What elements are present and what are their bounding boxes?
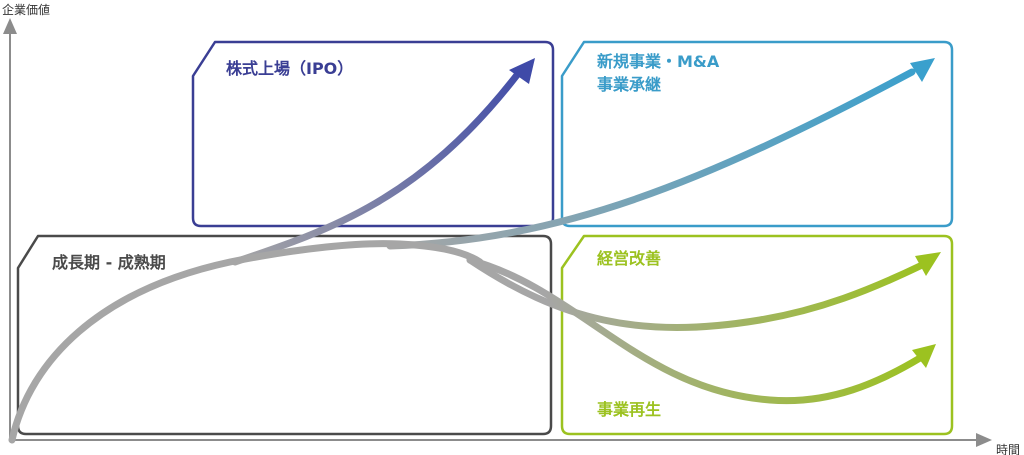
- x-axis-label: 時間: [996, 443, 1020, 455]
- box-new-business-label-line1: 新規事業・M&A: [597, 52, 720, 71]
- curve-management: [466, 256, 924, 331]
- curve-new-business: [386, 68, 916, 250]
- box-management-frame: [560, 234, 954, 436]
- growth-curves: [8, 68, 924, 444]
- curve-ipo: [231, 71, 521, 266]
- box-management-label: 経営改善: [597, 249, 661, 268]
- arrow-revitalization-icon: [912, 344, 936, 368]
- box-growth-label: 成長期 - 成熟期: [52, 253, 166, 272]
- arrow-new-business-icon: [910, 58, 935, 82]
- box-growth-frame: [16, 234, 553, 436]
- box-ipo-label: 株式上場（IPO）: [226, 59, 353, 78]
- box-management-revitalization: 経営改善 事業再生: [560, 234, 954, 436]
- curve-revitalization: [466, 256, 924, 405]
- y-axis-arrow-icon: [3, 18, 17, 34]
- box-growth: 成長期 - 成熟期: [16, 234, 553, 436]
- curve-base: [8, 240, 484, 444]
- box-ipo: 株式上場（IPO）: [191, 40, 555, 228]
- arrowheads: [509, 58, 941, 368]
- x-axis-arrow-icon: [976, 433, 992, 447]
- box-new-business: 新規事業・M&A 事業承継: [560, 40, 954, 228]
- arrow-ipo-icon: [509, 58, 535, 84]
- box-new-business-label-line2: 事業承継: [597, 75, 661, 94]
- box-revitalization-label: 事業再生: [597, 400, 661, 419]
- y-axis-label: 企業価値: [2, 2, 50, 17]
- arrow-management-icon: [915, 252, 941, 276]
